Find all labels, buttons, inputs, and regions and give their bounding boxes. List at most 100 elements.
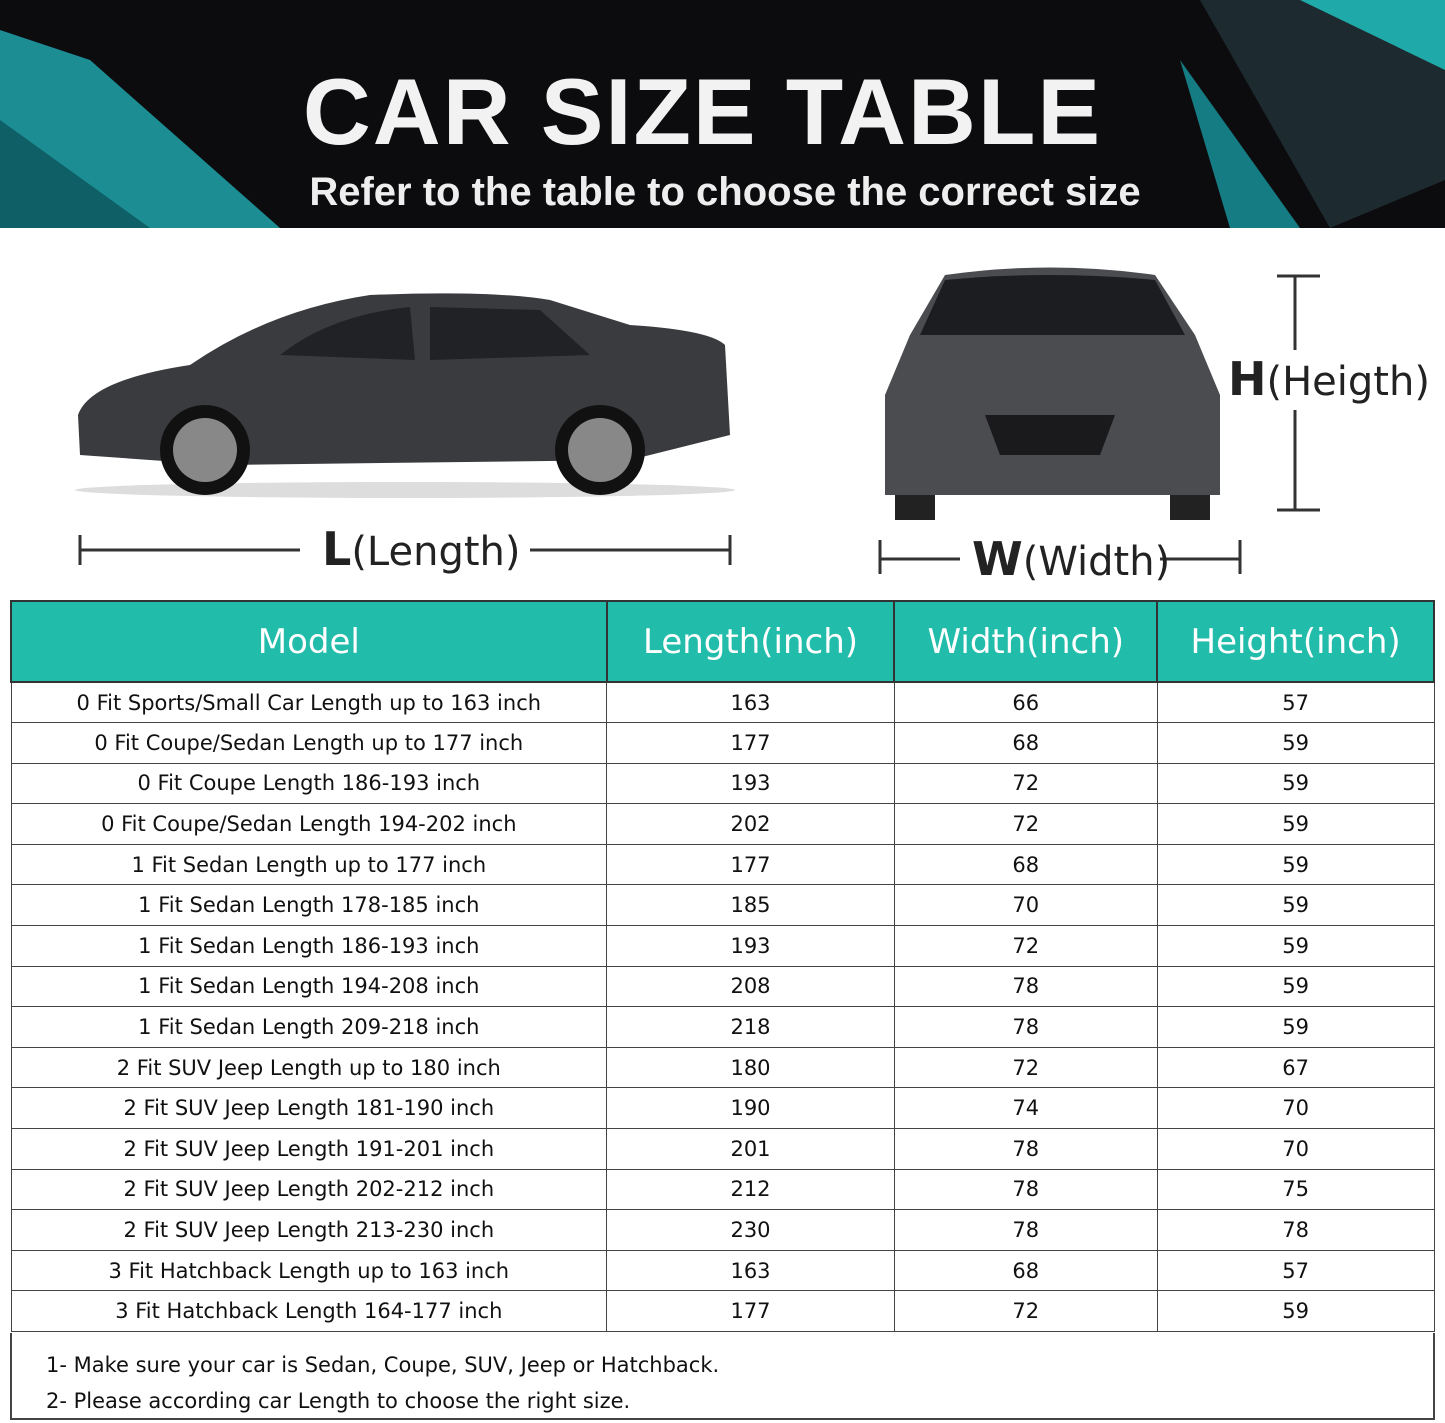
table-cell: 78 — [1156, 1209, 1435, 1251]
table-cell: 68 — [893, 843, 1158, 886]
table-row: 3 Fit Hatchback Length up to 163 inch 163… — [10, 1249, 1435, 1292]
table-cell: 78 — [893, 1006, 1158, 1048]
table-cell: 163 — [606, 681, 895, 724]
height-label: H(Heigth) — [1228, 352, 1430, 406]
table-cell: 59 — [1156, 884, 1435, 927]
table-cell: 59 — [1156, 1290, 1435, 1332]
height-dimension-line — [1277, 274, 1320, 512]
table-cell: 78 — [893, 1168, 1158, 1211]
side-view-car-image — [75, 293, 735, 498]
table-cell: 78 — [893, 965, 1158, 1008]
table-cell: 2 Fit SUV Jeep Length 213-230 inch — [10, 1209, 608, 1251]
table-cell: 70 — [1156, 1087, 1435, 1130]
table-cell: 2 Fit SUV Jeep Length 181-190 inch — [10, 1087, 608, 1130]
table-cell: 68 — [893, 722, 1158, 764]
table-row: 1 Fit Sedan Length 178-185 inch 185 70 59 — [10, 884, 1435, 927]
table-row: 1 Fit Sedan Length up to 177 inch 177 68 59 — [10, 843, 1435, 886]
table-cell: 202 — [606, 803, 895, 845]
table-cell: 1 Fit Sedan Length up to 177 inch — [10, 843, 608, 886]
table-cell: 1 Fit Sedan Length 209-218 inch — [10, 1006, 608, 1048]
table-row: 3 Fit Hatchback Length 164-177 inch 177 72… — [10, 1290, 1435, 1332]
table-cell: 66 — [893, 681, 1158, 724]
header-banner: CAR SIZE TABLE Refer to the table to cho… — [0, 0, 1445, 228]
column-header: Width(inch) — [893, 600, 1159, 683]
table-cell: 59 — [1156, 1006, 1435, 1048]
banner-decoration — [0, 0, 1445, 228]
table-row: 1 Fit Sedan Length 209-218 inch 218 78 59 — [10, 1006, 1435, 1048]
table-cell: 59 — [1156, 803, 1435, 845]
length-label: L(Length) — [322, 522, 521, 576]
table-cell: 75 — [1156, 1168, 1435, 1211]
column-header: Length(inch) — [605, 600, 896, 683]
table-cell: 67 — [1156, 1046, 1435, 1089]
table-cell: 72 — [893, 1046, 1158, 1089]
table-cell: 72 — [893, 1290, 1158, 1332]
table-cell: 163 — [606, 1249, 895, 1292]
table-row: 2 Fit SUV Jeep Length up to 180 inch 180 7… — [10, 1046, 1435, 1089]
table-cell: 177 — [606, 722, 895, 764]
note: 2- Please according car Length to choose… — [46, 1389, 631, 1413]
table-row: 2 Fit SUV Jeep Length 213-230 inch 230 78 7… — [10, 1209, 1435, 1251]
table-row: 2 Fit SUV Jeep Length 181-190 inch 190 74 7… — [10, 1087, 1435, 1130]
table-cell: 59 — [1156, 843, 1435, 886]
table-row: 1 Fit Sedan Length 186-193 inch 193 72 59 — [10, 925, 1435, 967]
table-cell: 72 — [893, 762, 1158, 805]
table-cell: 193 — [606, 925, 895, 967]
column-header: Model — [10, 600, 608, 683]
page-title: CAR SIZE TABLE — [302, 59, 1103, 164]
table-cell: 2 Fit SUV Jeep Length up to 180 inch — [10, 1046, 608, 1089]
table-row: 1 Fit Sedan Length 194-208 inch 208 78 59 — [10, 965, 1435, 1008]
table-cell: 72 — [893, 925, 1158, 967]
table-cell: 0 Fit Coupe Length 186-193 inch — [10, 762, 608, 805]
table-cell: 185 — [606, 884, 895, 927]
width-dimension-line — [878, 540, 1242, 574]
table-cell: 72 — [893, 803, 1158, 845]
table-cell: 212 — [606, 1168, 895, 1211]
length-dimension-line — [78, 535, 732, 565]
table-cell: 177 — [606, 843, 895, 886]
table-row: 0 Fit Coupe/Sedan Length 194-202 inch 202… — [10, 803, 1435, 845]
table-cell: 230 — [606, 1209, 895, 1251]
table-cell: 177 — [606, 1290, 895, 1332]
table-cell: 0 Fit Coupe/Sedan Length 194-202 inch — [10, 803, 608, 845]
width-label: W(Width) — [972, 532, 1171, 586]
table-row: 0 Fit Coupe/Sedan Length up to 177 inch 1… — [10, 722, 1435, 764]
table-cell: 3 Fit Hatchback Length 164-177 inch — [10, 1290, 608, 1332]
table-cell: 2 Fit SUV Jeep Length 202-212 inch — [10, 1168, 608, 1211]
table-cell: 0 Fit Sports/Small Car Length up to 163 … — [10, 681, 608, 724]
table-cell: 218 — [606, 1006, 895, 1048]
table-cell: 190 — [606, 1087, 895, 1130]
notes-box: 1- Make sure your car is Sedan, Coupe, S… — [10, 1333, 1435, 1420]
table-cell: 78 — [893, 1128, 1158, 1170]
table-cell: 78 — [893, 1209, 1158, 1251]
table-row: 0 Fit Sports/Small Car Length up to 163 … — [10, 681, 1435, 724]
table-cell: 59 — [1156, 762, 1435, 805]
table-cell: 2 Fit SUV Jeep Length 191-201 inch — [10, 1128, 608, 1170]
table-cell: 193 — [606, 762, 895, 805]
table-cell: 59 — [1156, 925, 1435, 967]
table-cell: 208 — [606, 965, 895, 1008]
table-cell: 59 — [1156, 965, 1435, 1008]
table-row: 0 Fit Coupe Length 186-193 inch 193 72 59 — [10, 762, 1435, 805]
table-cell: 74 — [893, 1087, 1158, 1130]
table-cell: 3 Fit Hatchback Length up to 163 inch — [10, 1249, 608, 1292]
table-cell: 1 Fit Sedan Length 194-208 inch — [10, 965, 608, 1008]
size-table: Model Length(inch) Width(inch) Height(inch)… — [10, 600, 1435, 1332]
note: 1- Make sure your car is Sedan, Coupe, S… — [46, 1353, 720, 1377]
table-cell: 57 — [1156, 681, 1435, 724]
page-subtitle: Refer to the table to choose the correct… — [309, 170, 1141, 214]
table-cell: 57 — [1156, 1249, 1435, 1292]
table-cell: 59 — [1156, 722, 1435, 764]
table-cell: 0 Fit Coupe/Sedan Length up to 177 inch — [10, 722, 608, 764]
table-cell: 201 — [606, 1128, 895, 1170]
column-header: Height(inch) — [1156, 600, 1435, 683]
table-row: 2 Fit SUV Jeep Length 191-201 inch 201 78 7… — [10, 1128, 1435, 1170]
table-cell: 1 Fit Sedan Length 186-193 inch — [10, 925, 608, 967]
front-view-car-image — [885, 267, 1220, 520]
table-cell: 68 — [893, 1249, 1158, 1292]
table-cell: 70 — [893, 884, 1158, 927]
table-cell: 70 — [1156, 1128, 1435, 1170]
table-cell: 1 Fit Sedan Length 178-185 inch — [10, 884, 608, 927]
table-row: 2 Fit SUV Jeep Length 202-212 inch 212 78 7… — [10, 1168, 1435, 1211]
table-cell: 180 — [606, 1046, 895, 1089]
